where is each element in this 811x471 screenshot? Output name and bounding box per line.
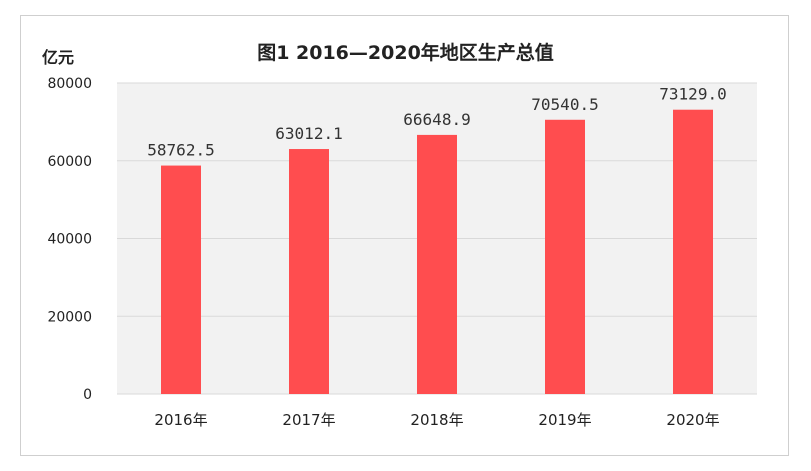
x-category-label: 2016年 — [154, 411, 207, 429]
data-label: 73129.0 — [659, 85, 726, 104]
data-label: 70540.5 — [531, 95, 598, 114]
y-tick-label: 60000 — [47, 154, 92, 170]
bar — [417, 134, 457, 394]
y-tick-label: 0 — [83, 387, 92, 403]
data-label: 63012.1 — [275, 124, 342, 143]
y-axis-unit-label: 亿元 — [42, 48, 75, 67]
x-category-label: 2020年 — [666, 411, 719, 429]
y-tick-label: 80000 — [47, 76, 92, 92]
bar — [289, 149, 329, 394]
data-label: 66648.9 — [403, 110, 470, 129]
x-category-label: 2018年 — [410, 411, 463, 429]
chart-title: 图1 2016—2020年地区生产总值 — [257, 42, 554, 64]
bar — [673, 109, 713, 395]
data-label: 58762.5 — [147, 141, 214, 160]
data-labels: 58762.5 63012.1 66648.9 70540.5 73129.0 — [147, 85, 726, 160]
x-category-label: 2019年 — [538, 411, 591, 429]
bar — [545, 119, 585, 394]
y-axis-ticks: 0 20000 40000 60000 80000 — [47, 76, 92, 403]
bar — [161, 165, 201, 394]
x-category-label: 2017年 — [282, 411, 335, 429]
y-tick-label: 20000 — [47, 309, 92, 325]
bars — [161, 109, 713, 395]
x-axis-categories: 2016年 2017年 2018年 2019年 2020年 — [154, 411, 719, 429]
y-tick-label: 40000 — [47, 232, 92, 248]
